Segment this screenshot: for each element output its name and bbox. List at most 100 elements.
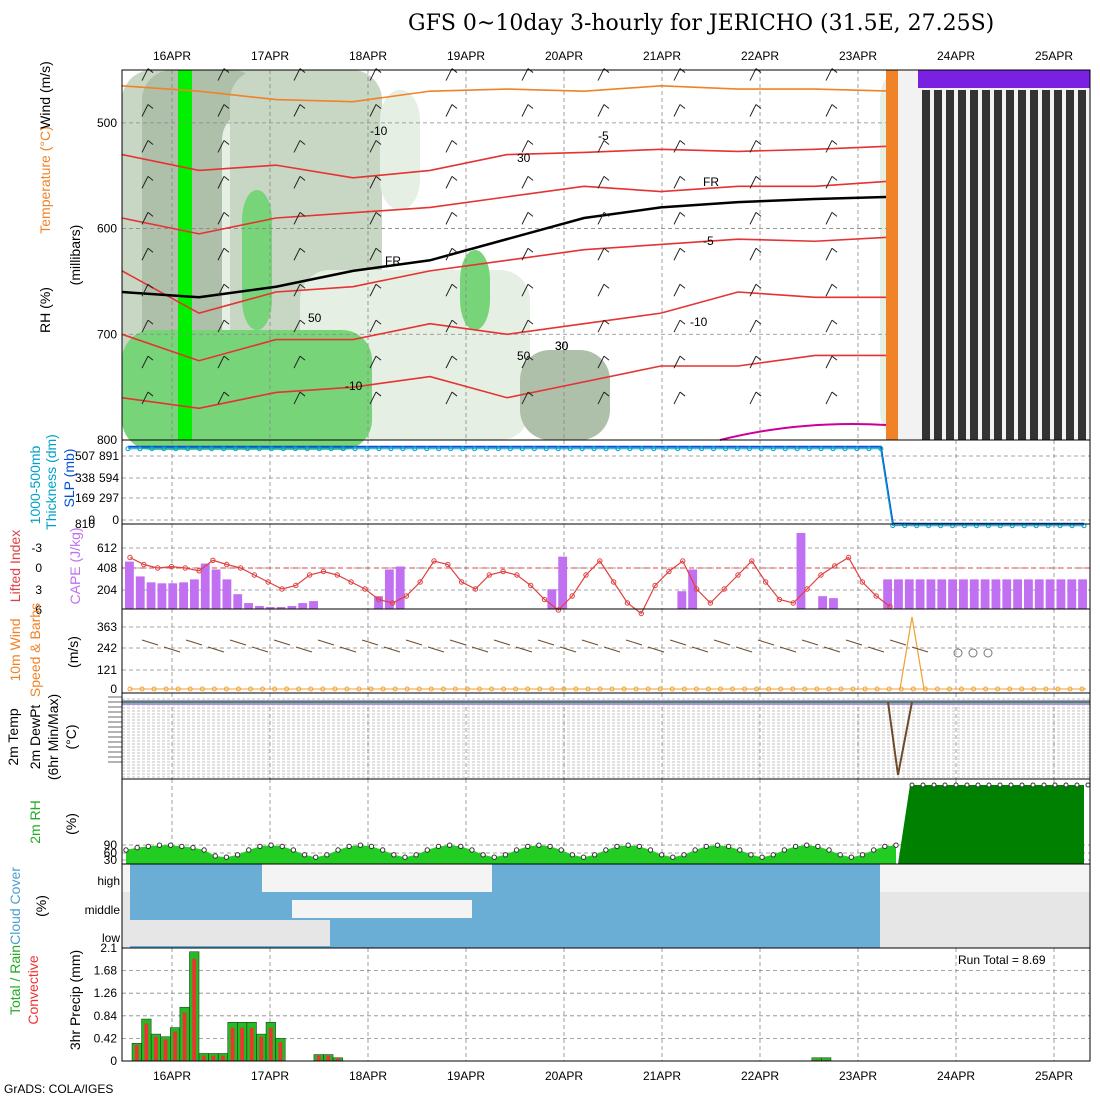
wind-barb — [603, 104, 610, 109]
wind-barb — [521, 212, 529, 225]
wind-barb-10m — [581, 639, 599, 646]
wind-barb — [597, 391, 605, 405]
rh2m-point — [123, 847, 129, 853]
cape-bar — [200, 563, 210, 609]
y-tick-label: 700 — [97, 327, 117, 341]
wind-barb — [749, 68, 757, 81]
lifted-index-point — [362, 586, 368, 592]
date-tick-top: 24APR — [937, 49, 975, 63]
precip-conv-bar — [824, 1059, 829, 1061]
rh2m-point — [882, 843, 888, 850]
panel-ylabel: (millibars) — [67, 225, 83, 286]
wind-barb — [141, 284, 149, 297]
wind-barb — [293, 68, 301, 81]
late-barb-column — [1066, 90, 1074, 440]
rh2m-point — [748, 852, 754, 858]
isotherm-line — [719, 423, 887, 441]
rh2m-point — [781, 847, 788, 853]
y-tick-label: 169 — [75, 491, 95, 505]
cape-bar — [309, 601, 318, 609]
wind-barb — [293, 391, 301, 405]
rh2m-point — [290, 847, 297, 853]
cape-bar — [265, 607, 275, 609]
y-tick-label: 594 — [99, 471, 119, 485]
wind-barb — [217, 284, 225, 297]
cape-bar — [915, 579, 925, 609]
thickness-point — [734, 446, 740, 452]
wind-barb — [521, 391, 529, 405]
wind-barb — [451, 211, 458, 217]
panel-ylabel: Temperature (°C) — [37, 126, 53, 234]
ylabel-text: (°C) — [63, 724, 79, 749]
panel-ylabel: (6hr Min/Max) — [45, 694, 61, 780]
date-tick-bottom: 16APR — [153, 1069, 191, 1083]
wind-barb — [825, 140, 833, 153]
wind-barb — [451, 176, 458, 181]
lifted-index-point — [583, 572, 589, 578]
y-tick-label: 121 — [97, 663, 117, 677]
lifted-index-point — [735, 572, 741, 578]
wind-barb — [603, 319, 610, 325]
rh2m-point — [357, 842, 364, 848]
cape-bar — [1067, 579, 1077, 609]
wind-barb — [445, 68, 453, 81]
wind-barb — [141, 212, 149, 225]
y-tick-label: -3 — [31, 541, 42, 555]
thickness-point — [268, 446, 274, 452]
thickness-point — [782, 446, 788, 452]
wind-barb — [147, 104, 154, 109]
ylabel-text: 2m DewPt — [27, 705, 43, 770]
wind-barb-10m — [427, 646, 445, 653]
wind-barb — [521, 68, 529, 81]
wind-barb — [679, 104, 686, 109]
lifted-index-point — [458, 579, 465, 585]
thickness-point — [651, 446, 657, 452]
wind-barb — [527, 68, 534, 73]
rh2m-point — [435, 843, 442, 850]
wind-barb — [679, 176, 686, 181]
thickness-point — [125, 446, 131, 452]
lifted-index-point — [389, 600, 396, 606]
panel-ylabel: 1000-500mb — [27, 445, 43, 524]
wind-barb — [521, 284, 529, 297]
rh2m-point — [268, 842, 274, 848]
wind-barb — [369, 391, 377, 405]
ylabel-text: 2m Temp — [5, 708, 21, 766]
precip-conv-bar — [211, 1055, 216, 1061]
wind-barb — [375, 247, 382, 253]
thickness-point — [221, 446, 227, 452]
panel-frame — [121, 439, 1091, 525]
wind-barb — [375, 140, 382, 145]
rh2m-point — [212, 853, 218, 859]
date-ticks-top: 16APR 17APR 18APR 19APR 20APR 21APR 22APR 23APR… — [153, 49, 1073, 63]
lifted-index-point — [127, 554, 133, 561]
precip-conv-bar — [144, 1023, 149, 1061]
late-barb-column — [982, 90, 990, 440]
wind-barb — [749, 391, 757, 405]
late-barb-column — [922, 90, 930, 440]
date-tick-top: 22APR — [741, 49, 779, 63]
cape-bar — [276, 607, 286, 609]
wind-barb — [293, 355, 301, 369]
wind-barb — [369, 319, 377, 333]
rh2m-point — [525, 843, 531, 850]
thickness-point — [352, 446, 358, 452]
thickness-point — [388, 446, 394, 452]
lifted-index-point — [541, 596, 548, 603]
wind-barb — [527, 391, 534, 397]
panel-frame — [121, 947, 1091, 1062]
lifted-index-point — [749, 558, 755, 564]
late-barb-column — [946, 90, 954, 440]
wind-barb — [749, 140, 757, 153]
wind-barb — [451, 140, 458, 145]
cape-bar — [980, 579, 990, 609]
wind-barb-10m — [779, 646, 797, 653]
thickness-point — [460, 446, 466, 452]
wind-barb — [831, 391, 838, 397]
thickness-point — [209, 446, 215, 452]
wind-barb — [217, 391, 225, 405]
precip-conv-bar — [230, 1027, 235, 1061]
thickness-point — [806, 446, 812, 452]
y-tick-label: 0 — [88, 513, 95, 527]
lifted-index-point — [251, 572, 258, 578]
